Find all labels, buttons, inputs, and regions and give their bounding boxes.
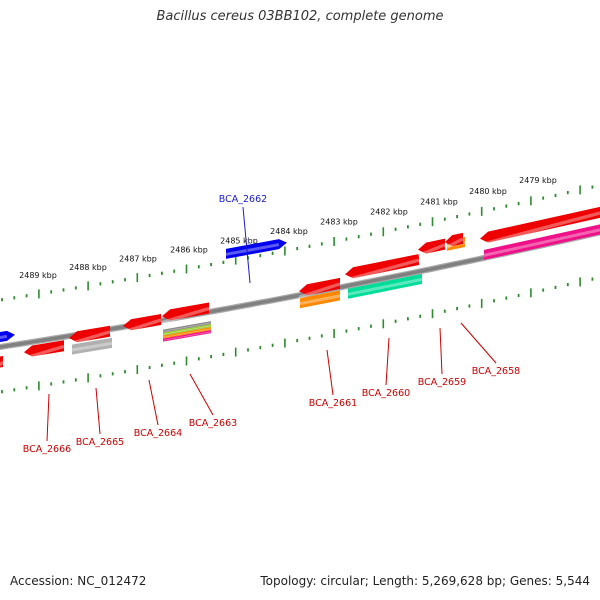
gene-reverse-arrow-shade [0, 360, 5, 367]
kbp-label: 2487 kbp [119, 255, 157, 264]
gene-reverse-arrow [445, 232, 463, 247]
kbp-label: 2480 kbp [469, 187, 507, 196]
kbp-label: 2483 kbp [320, 218, 358, 227]
gene-label: BCA_2658 [472, 366, 520, 377]
kbp-label: 2486 kbp [170, 246, 208, 255]
kbp-label: 2481 kbp [420, 197, 458, 206]
gene-label: BCA_2659 [418, 377, 466, 388]
gene-leader-line [95, 387, 101, 435]
accession-text: Accession: NC_012472 [10, 574, 147, 588]
gene-multi-2 [163, 324, 211, 336]
gene-reverse-arrow [24, 340, 64, 357]
kbp-label: 2488 kbp [69, 263, 107, 272]
gene-reverse-arrow-shade [161, 306, 210, 324]
gene-leader-line [189, 373, 214, 416]
gene-multi-4-shade [162, 331, 212, 341]
gene-bca-2662-arrow-shade [225, 243, 280, 256]
map-title: Bacillus cereus 03BB102, complete genome [156, 9, 444, 24]
gene-multi-2-shade [162, 325, 212, 335]
kbp-label: 2482 kbp [370, 208, 408, 217]
gene-reverse-arrow [480, 206, 600, 243]
outer-tick-ring [1, 185, 594, 302]
gene-reverse-arrow [299, 277, 340, 296]
kbp-label: 2479 kbp [519, 176, 557, 185]
gene-label: BCA_2661 [309, 398, 357, 409]
kbp-label: 2484 kbp [270, 227, 308, 236]
gene-reverse-arrow-shade [68, 330, 111, 346]
gene-grey-block-shade [71, 341, 113, 352]
gene-multi-3 [163, 327, 211, 339]
gene-label: BCA_2666 [23, 444, 71, 455]
gene-magenta-block [484, 224, 600, 260]
gene-reverse-arrow [69, 325, 110, 343]
gene-leader-line [439, 327, 443, 375]
gene-label: BCA_2663 [189, 418, 237, 429]
gene-leader-line [460, 322, 497, 364]
gene-orange-block-shade [299, 294, 341, 306]
gene-reverse-arrow-shade [344, 258, 420, 282]
gene-reverse-arrow [0, 356, 3, 368]
gene-teal-block [348, 273, 422, 299]
gene-labels: BCA_2662 BCA_2666 BCA_2665 BCA_2664 BCA_2663… [23, 194, 520, 455]
gene-multi-4 [163, 330, 211, 342]
gene-teal-block-shade [347, 277, 423, 296]
gene-leader-line [326, 349, 334, 396]
kbp-label: 2489 kbp [19, 271, 57, 280]
gene-reverse-arrow-shade [298, 282, 341, 299]
gene-leader-line [385, 337, 390, 386]
gene-reverse-arrow-shade [122, 318, 162, 334]
inner-tick-ring [1, 277, 594, 394]
gene-reverse-arrow [418, 238, 445, 254]
gene-reverse-arrow-shade [23, 344, 65, 360]
gene-reverse-arrow-shade [444, 237, 464, 250]
gene-leader-line [148, 379, 159, 426]
gene-grey-block [72, 337, 112, 355]
gene-label: BCA_2662 [219, 194, 267, 205]
gene-forward-edge-arrow-shade [0, 334, 8, 340]
gene-leader-line [242, 206, 251, 284]
gene-multi-3-shade [162, 328, 212, 338]
gene-bca-2662-arrow [226, 239, 287, 259]
gene-reverse-arrow [162, 302, 209, 321]
kbp-label: 2485 kbp [220, 237, 258, 246]
gene-forward-edge-arrow [0, 330, 15, 343]
gene-orange-block [300, 290, 340, 309]
gene-multi-1 [163, 321, 211, 333]
gene-multi-1-shade [162, 322, 212, 332]
gene-reverse-arrow [345, 254, 419, 279]
gene-features [0, 206, 600, 368]
gene-label: BCA_2664 [134, 428, 182, 439]
genome-summary: Topology: circular; Length: 5,269,628 bp… [260, 574, 590, 588]
gene-leader-line [46, 393, 50, 442]
gene-reverse-arrow-shade [417, 243, 446, 258]
gene-reverse-arrow [123, 314, 161, 331]
gene-label: BCA_2665 [76, 437, 124, 448]
gene-reverse-arrow-shade [479, 211, 600, 247]
gene-label: BCA_2660 [362, 388, 410, 399]
gene-magenta-block-shade [483, 228, 600, 257]
kbp-scale-labels: 2489 kbp 2488 kbp 2487 kbp 2486 kbp 2485 kbp… [19, 176, 557, 280]
